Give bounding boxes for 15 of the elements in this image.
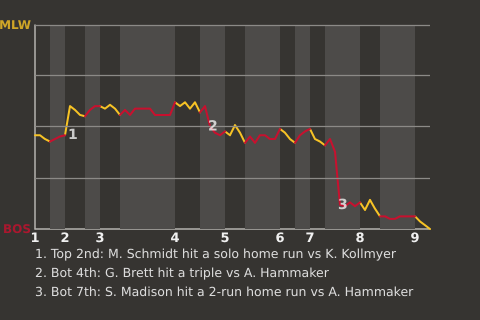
text: BOS <box>3 222 31 236</box>
x-tick-label: 6 <box>275 231 285 246</box>
x-tick-label: 3 <box>95 231 105 246</box>
x-tick-label: 9 <box>410 231 420 246</box>
x-tick-label: 7 <box>305 231 315 246</box>
annotation: 1 <box>68 127 78 144</box>
x-tick-label: 8 <box>355 231 365 246</box>
x-tick-label: 4 <box>170 231 180 246</box>
text: MLW <box>0 18 31 32</box>
x-tick-label: 5 <box>220 231 230 246</box>
x-tick-label: 1 <box>30 231 40 246</box>
text: 3. Bot 7th: S. Madison hit a 2-run home run vs A. Hammaker <box>35 283 414 301</box>
x-tick-label: 2 <box>60 231 70 246</box>
text: 2. Bot 4th: G. Brett hit a triple vs A. Hammaker <box>35 264 330 282</box>
text: 1. Top 2nd: M. Schmidt hit a solo home run vs K. Kollmyer <box>35 246 396 261</box>
